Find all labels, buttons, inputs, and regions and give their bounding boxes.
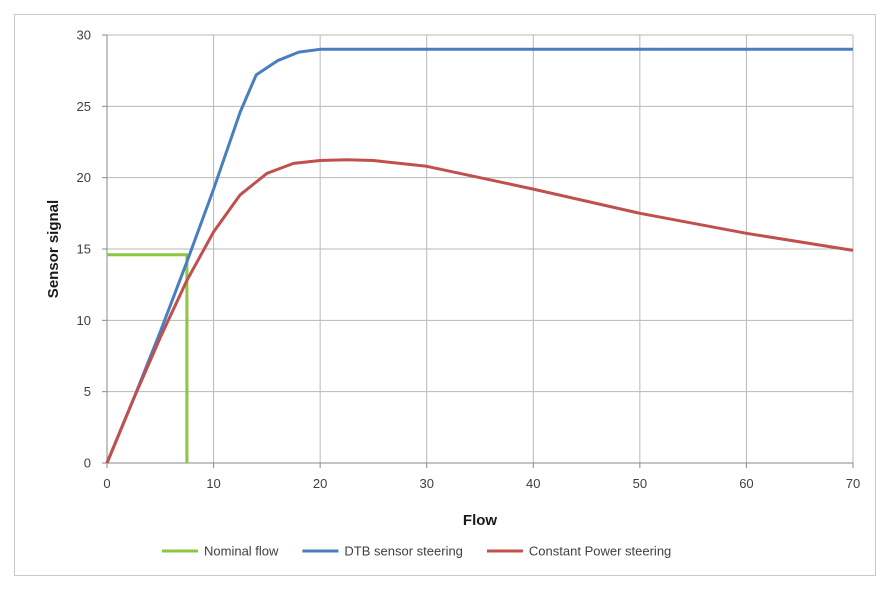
x-tick-label: 0 [103,476,110,491]
x-tick-label: 30 [419,476,433,491]
axes [102,34,854,468]
y-axis-title: Sensor signal [45,200,62,298]
y-tick-label: 5 [84,384,91,399]
legend-label: Constant Power steering [529,544,671,559]
y-tick-label: 20 [77,170,91,185]
x-tick-label: 10 [206,476,220,491]
series [105,47,854,464]
x-tick-label: 50 [633,476,647,491]
legend-label: Nominal flow [204,544,279,559]
x-tick-label: 70 [846,476,860,491]
series-line-constant-power-steering [105,158,854,464]
grid [106,34,854,464]
chart-frame [14,14,876,576]
series-line-nominal-flow [107,253,189,463]
y-tick-label: 15 [77,242,91,257]
x-axis-title: Flow [463,512,497,529]
y-tick-label: 25 [77,99,91,114]
legend-item-nominal-flow: Nominal flow [162,544,279,559]
legend-item-constant-power-steering: Constant Power steering [486,544,671,559]
x-tick-label: 20 [313,476,327,491]
legend: Nominal flow DTB sensor steering Constant … [162,544,671,559]
legend-label: DTB sensor steering [344,544,463,559]
y-tick-label: 30 [77,28,91,43]
x-tick-label: 40 [526,476,540,491]
y-tick-label: 0 [84,456,91,471]
legend-item-dtb-sensor-steering: DTB sensor steering [302,544,463,559]
y-tick-label: 10 [77,313,91,328]
series-line-dtb-sensor-steering [105,47,853,464]
tick-labels: 0 5 10 15 20 25 30 0 10 20 30 40 50 60 70 [77,28,861,492]
x-tick-label: 60 [739,476,753,491]
